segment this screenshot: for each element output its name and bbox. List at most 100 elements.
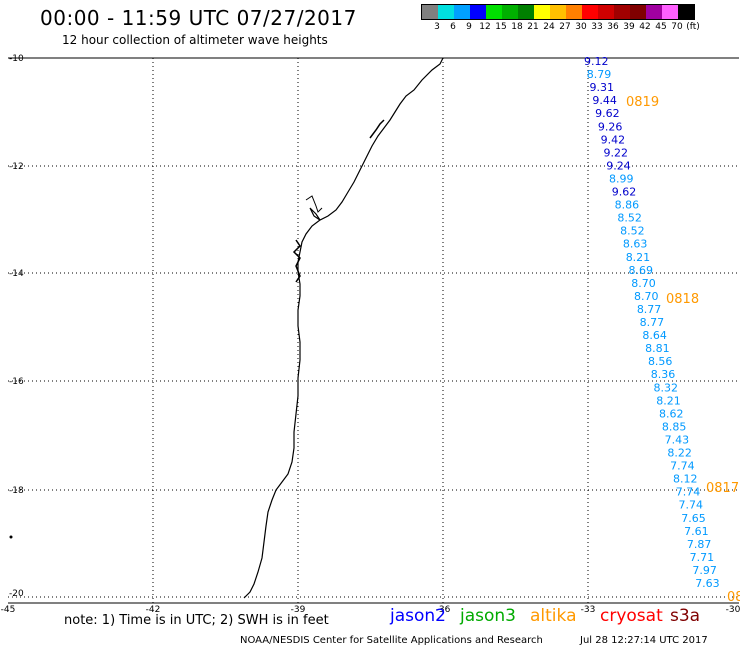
scale-label: 24 xyxy=(543,22,555,32)
wave-height-value: 9.62 xyxy=(612,186,637,199)
color-scale-bar xyxy=(421,4,695,20)
wave-height-value: 8.77 xyxy=(640,316,665,329)
wave-height-value: 9.22 xyxy=(603,146,628,159)
satellite-legend-jason2: jason2 xyxy=(390,606,446,626)
satellite-legend-cryosat: cryosat xyxy=(600,606,663,626)
wave-height-value: 8.85 xyxy=(662,420,687,433)
wave-height-value: 8.79 xyxy=(587,68,612,81)
wave-height-value: 7.43 xyxy=(665,433,690,446)
scale-swatch xyxy=(614,5,630,19)
scale-swatch xyxy=(422,5,438,19)
wave-height-value: 7.74 xyxy=(670,460,695,473)
scale-swatch xyxy=(518,5,534,19)
wave-height-value: 7.97 xyxy=(692,564,717,577)
scale-swatch xyxy=(470,5,486,19)
wave-height-value: 7.65 xyxy=(681,512,706,525)
scale-swatch xyxy=(486,5,502,19)
lat-label: -18 xyxy=(9,486,24,496)
scale-swatch xyxy=(598,5,614,19)
map-title: 00:00 - 11:59 UTC 07/27/2017 xyxy=(40,6,357,30)
lon-label: -45 xyxy=(1,605,16,615)
track-labels: 0819 0818 0817 08 xyxy=(626,95,740,605)
map-subtitle: 12 hour collection of altimeter wave hei… xyxy=(62,33,328,47)
coastline xyxy=(9,57,444,599)
wave-height-value: 8.21 xyxy=(656,394,681,407)
track-label: 0818 xyxy=(666,292,699,307)
wave-height-value: 8.52 xyxy=(620,225,645,238)
wave-height-value: 8.69 xyxy=(628,264,653,277)
wave-height-value: 9.26 xyxy=(598,120,623,133)
lat-label: -16 xyxy=(9,377,24,387)
wave-height-value: 8.32 xyxy=(654,381,679,394)
scale-swatch xyxy=(630,5,646,19)
lat-lon-grid xyxy=(8,57,739,603)
scale-label: 36 xyxy=(607,22,619,32)
scale-swatch xyxy=(438,5,454,19)
scale-label: 27 xyxy=(559,22,571,32)
lat-label: -20 xyxy=(9,589,24,599)
scale-label: 33 xyxy=(591,22,603,32)
island-outline xyxy=(369,119,385,139)
lat-label: -14 xyxy=(9,269,24,279)
wave-height-value: 8.22 xyxy=(667,447,692,460)
scale-label: 12 xyxy=(479,22,491,32)
lon-label: -42 xyxy=(146,605,161,615)
wave-height-value: 7.74 xyxy=(676,486,701,499)
scale-label: 42 xyxy=(639,22,651,32)
color-scale-legend: 3 6 9 12 15 18 21 24 27 30 33 36 39 42 45 70 (ft) xyxy=(421,4,700,32)
map-frame xyxy=(8,57,739,604)
wave-height-value: 8.70 xyxy=(634,290,659,303)
scale-label: 70 xyxy=(671,22,683,32)
wave-height-value: 7.63 xyxy=(695,577,720,590)
satellite-legend-jason3: jason3 xyxy=(460,606,516,626)
scale-swatch xyxy=(646,5,662,19)
bay-outline xyxy=(305,195,323,213)
lon-label: -36 xyxy=(436,605,451,615)
wave-height-value: 9.12 xyxy=(584,55,609,68)
scale-swatch xyxy=(550,5,566,19)
scale-swatch xyxy=(662,5,678,19)
wave-height-value: 8.99 xyxy=(609,172,634,185)
wave-height-value: 9.62 xyxy=(595,107,620,120)
wave-height-value: 8.52 xyxy=(617,212,642,225)
wave-height-value: 8.70 xyxy=(631,277,656,290)
scale-label: (ft) xyxy=(686,22,700,32)
wave-height-value: 8.12 xyxy=(673,473,698,486)
wave-height-value: 9.24 xyxy=(606,159,631,172)
scale-label: 30 xyxy=(575,22,587,32)
lon-label: -39 xyxy=(291,605,306,615)
scale-label: 9 xyxy=(466,22,472,32)
track-label: 08 xyxy=(727,590,740,605)
track-label: 0819 xyxy=(626,95,659,110)
wave-height-value: 9.42 xyxy=(601,133,626,146)
lon-label: -33 xyxy=(581,605,596,615)
satellite-legend-s3a: s3a xyxy=(670,606,701,626)
wave-height-value: 8.56 xyxy=(648,355,673,368)
scale-label: 18 xyxy=(511,22,523,32)
wave-height-value: 9.31 xyxy=(590,81,615,94)
scale-label: 21 xyxy=(527,22,539,32)
wave-height-value: 8.77 xyxy=(637,303,662,316)
wave-height-value: 7.74 xyxy=(679,499,704,512)
wave-height-value: 8.62 xyxy=(659,407,684,420)
coastline-path xyxy=(243,57,444,599)
scale-label: 39 xyxy=(623,22,635,32)
scale-swatch xyxy=(678,5,694,19)
wave-height-value: 8.81 xyxy=(645,342,670,355)
footer-credit: NOAA/NESDIS Center for Satellite Applica… xyxy=(240,635,543,646)
wave-height-value: 7.61 xyxy=(684,525,709,538)
scale-swatch xyxy=(502,5,518,19)
offshore-point xyxy=(9,535,13,539)
scale-label: 6 xyxy=(450,22,456,32)
scale-swatch xyxy=(582,5,598,19)
units-note: note: 1) Time is in UTC; 2) SWH is in fe… xyxy=(64,613,329,628)
track-label: 0817 xyxy=(706,481,739,496)
scale-label: 3 xyxy=(434,22,440,32)
wave-height-value: 7.87 xyxy=(687,538,712,551)
wave-height-value: 8.63 xyxy=(623,238,648,251)
wave-height-value: 9.44 xyxy=(592,94,617,107)
wave-height-value: 8.36 xyxy=(651,368,676,381)
lat-label: -10 xyxy=(9,54,24,64)
scale-swatch xyxy=(534,5,550,19)
